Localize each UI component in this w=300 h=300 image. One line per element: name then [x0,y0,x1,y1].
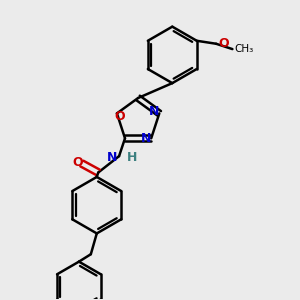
Text: N: N [107,151,118,164]
Text: H: H [127,151,137,164]
Text: O: O [218,37,229,50]
Text: O: O [72,156,83,169]
Text: CH₃: CH₃ [235,44,254,54]
Text: N: N [149,105,159,119]
Text: N: N [141,132,151,145]
Text: O: O [115,110,125,123]
